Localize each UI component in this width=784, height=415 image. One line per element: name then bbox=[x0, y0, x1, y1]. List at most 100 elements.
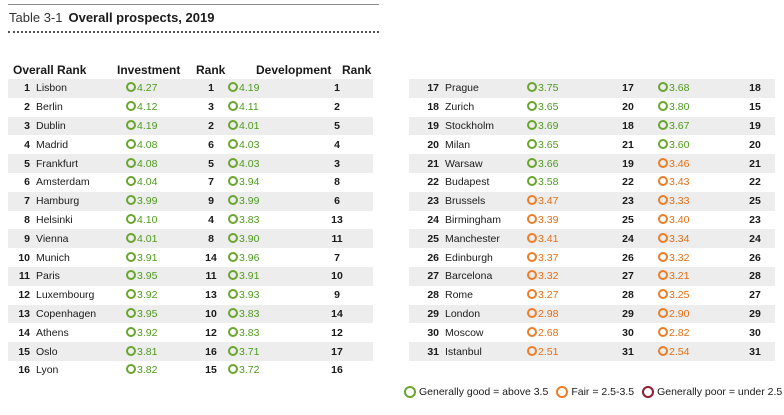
investment-score-cell: 3.91 bbox=[126, 248, 194, 267]
development-rank: 14 bbox=[301, 304, 373, 324]
development-score: 3.80 bbox=[669, 101, 690, 114]
status-circle-icon bbox=[658, 345, 668, 356]
development-score-cell: 3.67 bbox=[658, 116, 735, 136]
development-rank: 18 bbox=[735, 79, 775, 98]
table-number: Table 3-1 bbox=[9, 10, 63, 25]
overall-rank-number: 7 bbox=[8, 191, 36, 211]
status-circle-icon bbox=[658, 307, 668, 318]
investment-score: 3.58 bbox=[538, 176, 559, 189]
status-circle-icon bbox=[126, 270, 136, 281]
investment-score: 3.92 bbox=[137, 289, 158, 302]
status-circle-icon bbox=[228, 157, 238, 168]
investment-score-cell: 3.92 bbox=[126, 323, 194, 342]
development-score: 3.90 bbox=[239, 232, 260, 245]
development-score: 3.96 bbox=[239, 251, 260, 264]
rankings-table-right: 17 Prague 3.75 17 3.68 18 18 Zurich 3.65 20 3.80 15… bbox=[409, 79, 775, 361]
status-circle-icon bbox=[527, 119, 537, 130]
investment-score-cell: 3.66 bbox=[527, 154, 598, 173]
development-rank: 6 bbox=[301, 191, 373, 211]
legend-item: Generally good = above 3.5 bbox=[404, 386, 548, 398]
status-circle-icon bbox=[658, 251, 668, 262]
overall-rank-number: 17 bbox=[409, 79, 445, 98]
legend-circle-icon bbox=[404, 386, 416, 398]
table-row: 2 Berlin 4.12 3 4.11 2 bbox=[8, 98, 373, 117]
status-circle-icon bbox=[658, 101, 668, 112]
overall-rank-number: 30 bbox=[427, 326, 439, 339]
overall-rank-number: 25 bbox=[409, 229, 445, 249]
development-score-cell: 3.34 bbox=[658, 229, 735, 249]
investment-score: 3.95 bbox=[137, 307, 158, 320]
city-name: Athens bbox=[36, 326, 69, 339]
status-circle-icon bbox=[228, 251, 238, 262]
investment-score: 2.98 bbox=[538, 307, 559, 320]
development-rank: 7 bbox=[334, 251, 340, 264]
status-circle-icon bbox=[228, 345, 238, 356]
title-top-rule bbox=[8, 4, 379, 5]
investment-rank: 14 bbox=[205, 251, 217, 264]
city-name: Istanbul bbox=[445, 342, 527, 361]
city-name: Barcelona bbox=[445, 266, 527, 286]
overall-rank-number: 12 bbox=[18, 289, 30, 302]
investment-rank: 27 bbox=[598, 266, 658, 286]
development-score: 3.32 bbox=[669, 251, 690, 264]
header-overall-rank: Overall Rank bbox=[13, 63, 87, 77]
city-name: Moscow bbox=[445, 326, 484, 339]
table-row: 10 Munich 3.91 14 3.96 7 bbox=[8, 248, 373, 267]
status-circle-icon bbox=[228, 307, 238, 318]
table-row: 26 Edinburgh 3.37 26 3.32 26 bbox=[409, 248, 775, 267]
overall-rank-number: 31 bbox=[409, 342, 445, 361]
overall-rank-number: 26 bbox=[427, 251, 439, 264]
development-score-cell: 3.72 bbox=[228, 361, 301, 380]
legend-item: Fair = 2.5-3.5 bbox=[556, 386, 634, 398]
status-circle-icon bbox=[126, 157, 136, 168]
city-name: Lyon bbox=[36, 364, 59, 377]
development-rank: 12 bbox=[331, 326, 343, 339]
investment-score: 4.10 bbox=[137, 213, 158, 226]
investment-score: 3.91 bbox=[137, 251, 158, 264]
city-name: Dublin bbox=[36, 116, 126, 136]
legend-label: Fair = 2.5-3.5 bbox=[571, 386, 635, 398]
city-name: Brussels bbox=[445, 191, 527, 211]
investment-score-cell: 3.41 bbox=[527, 229, 598, 249]
status-circle-icon bbox=[228, 289, 238, 300]
investment-score: 4.04 bbox=[137, 176, 158, 189]
development-score: 3.33 bbox=[669, 195, 690, 208]
development-score-cell: 4.19 bbox=[228, 79, 301, 98]
table-row: 3 Dublin 4.19 2 4.01 5 bbox=[8, 116, 373, 136]
development-score: 2.82 bbox=[669, 326, 690, 339]
investment-score-cell: 3.92 bbox=[126, 286, 194, 305]
investment-score-cell: 3.81 bbox=[126, 342, 194, 361]
overall-rank-number: 11 bbox=[8, 266, 36, 286]
investment-score: 3.41 bbox=[538, 232, 559, 245]
development-score: 4.01 bbox=[239, 119, 260, 132]
city-name: Helsinki bbox=[36, 213, 73, 226]
investment-rank: 30 bbox=[622, 326, 634, 339]
development-rank: 1 bbox=[301, 79, 373, 98]
overall-rank-number: 19 bbox=[409, 116, 445, 136]
overall-rank-number: 27 bbox=[409, 266, 445, 286]
status-circle-icon bbox=[228, 364, 238, 375]
status-circle-icon bbox=[228, 270, 238, 281]
status-circle-icon bbox=[126, 307, 136, 318]
investment-rank: 17 bbox=[598, 79, 658, 98]
status-circle-icon bbox=[658, 195, 668, 206]
table-row: 13 Copenhagen 3.95 10 3.83 14 bbox=[8, 304, 373, 324]
development-score: 3.93 bbox=[239, 289, 260, 302]
table-row: 15 Oslo 3.81 16 3.71 17 bbox=[8, 342, 373, 361]
investment-score-cell: 4.27 bbox=[126, 79, 194, 98]
investment-rank: 12 bbox=[205, 326, 217, 339]
development-rank: 4 bbox=[334, 138, 340, 151]
development-rank: 24 bbox=[735, 229, 775, 249]
status-circle-icon bbox=[126, 345, 136, 356]
development-rank: 30 bbox=[749, 326, 761, 339]
table-row: 27 Barcelona 3.32 27 3.21 28 bbox=[409, 266, 775, 286]
overall-rank-number: 13 bbox=[8, 304, 36, 324]
investment-score: 4.08 bbox=[137, 157, 158, 170]
status-circle-icon bbox=[126, 326, 136, 337]
development-rank: 16 bbox=[331, 364, 343, 377]
development-score: 3.60 bbox=[669, 138, 690, 151]
investment-rank: 2 bbox=[194, 116, 228, 136]
city-name: Zurich bbox=[445, 101, 475, 114]
table-row: 18 Zurich 3.65 20 3.80 15 bbox=[409, 98, 775, 117]
rankings-table-left: 1 Lisbon 4.27 1 4.19 1 2 Berlin 4.12 3 4.11 2 3 Dubli… bbox=[8, 79, 373, 380]
